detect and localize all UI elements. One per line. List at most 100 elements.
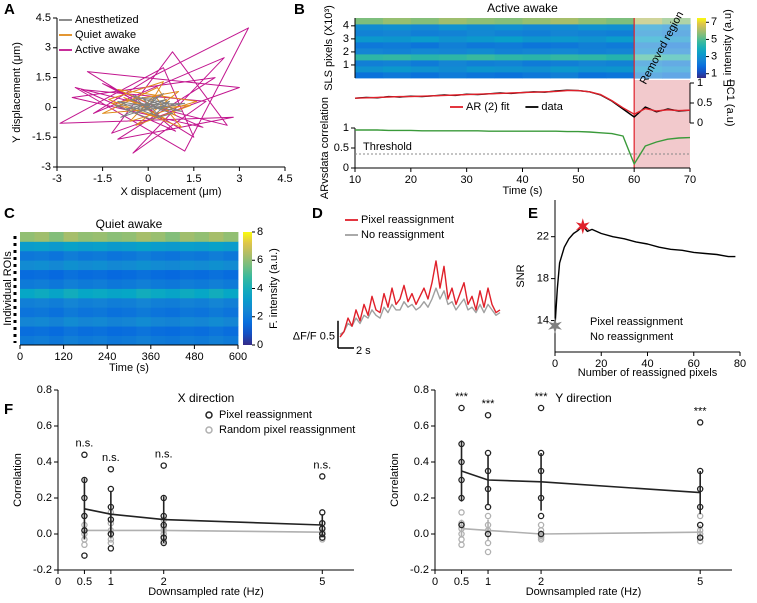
significance: *** xyxy=(482,398,496,410)
y-tick-label: 4.5 xyxy=(36,12,51,24)
heatmap-cell xyxy=(438,54,468,61)
heatmap-cell xyxy=(634,60,663,67)
heatmap-cell xyxy=(662,42,691,49)
heatmap-cell xyxy=(34,326,50,336)
heatmap-cell xyxy=(606,66,635,73)
heatmap-cell xyxy=(578,36,607,43)
heatmap-cell xyxy=(208,316,224,327)
heatmap-cell xyxy=(382,42,412,49)
heatmap-cell xyxy=(522,42,551,49)
heatmap-cell xyxy=(410,42,440,49)
heatmap-cell xyxy=(382,24,412,31)
heatmap-cell xyxy=(194,297,210,308)
heatmap-cell xyxy=(223,288,239,299)
heatmap-cell xyxy=(63,279,79,289)
heatmap-cell xyxy=(550,30,579,37)
heatmap-cell xyxy=(107,232,123,242)
heatmap-cell xyxy=(208,269,224,280)
x-tick-label: 40 xyxy=(641,358,653,370)
legend-label: Active awake xyxy=(75,44,140,56)
heatmap-cell xyxy=(150,250,166,261)
heatmap-cell xyxy=(165,335,181,346)
x-axis-label: Number of reassigned pixels xyxy=(578,367,718,379)
data-point xyxy=(81,541,88,549)
y-tick-label: 0.5 xyxy=(697,97,712,109)
heatmap-cell xyxy=(355,42,384,49)
heatmap-cell xyxy=(634,72,663,79)
heatmap-cell xyxy=(20,316,35,327)
heatmap-cell xyxy=(494,24,523,31)
data-line xyxy=(354,89,691,115)
heatmap-cell xyxy=(179,307,195,318)
heatmap-cell xyxy=(150,241,166,252)
x-tick-label: 600 xyxy=(229,351,247,363)
heatmap-cell xyxy=(49,269,64,280)
panel-label: A xyxy=(4,1,15,18)
y-axis-label: Correlation xyxy=(389,453,401,507)
y-tick-label: 1 xyxy=(343,122,349,134)
heatmap-cell xyxy=(223,260,239,271)
heatmap-cell xyxy=(20,297,35,308)
heatmap-cell xyxy=(522,30,551,37)
data-point xyxy=(458,404,465,412)
heatmap-cell xyxy=(355,60,384,67)
y-tick-label: 14 xyxy=(537,314,549,326)
colorbar-tick-label: 0 xyxy=(257,339,263,351)
heatmap-cell xyxy=(165,307,181,318)
colorbar-tick-label: 3 xyxy=(711,50,717,62)
x-tick-label: 2 xyxy=(538,576,544,588)
heatmap-cell xyxy=(34,260,50,271)
heatmap-cell xyxy=(522,54,551,61)
heatmap-cell xyxy=(578,66,607,73)
heatmap-cell xyxy=(49,250,64,261)
heatmap-cell xyxy=(63,260,79,271)
data-point xyxy=(458,509,465,516)
x-axis-label: Downsampled rate (Hz) xyxy=(526,586,642,598)
heatmap-cell xyxy=(136,297,152,308)
x-tick-label: -3 xyxy=(52,173,62,185)
heatmap-cell xyxy=(107,335,123,346)
heatmap-cell xyxy=(121,250,137,261)
heatmap-cell xyxy=(208,326,224,336)
x-tick-label: 60 xyxy=(628,174,640,186)
heatmap-cell xyxy=(223,297,239,308)
heatmap-cell xyxy=(78,326,94,336)
heatmap-cell xyxy=(49,335,64,346)
y-tick-label: 0.8 xyxy=(37,384,52,396)
mean-line xyxy=(84,529,323,533)
heatmap-cell xyxy=(194,316,210,327)
heatmap-cell xyxy=(49,232,64,242)
colorbar xyxy=(697,18,706,78)
heatmap-cell xyxy=(494,30,523,37)
heatmap-cell xyxy=(223,307,239,318)
heatmap-cell xyxy=(78,335,94,346)
colorbar-tick-label: 2 xyxy=(257,311,263,323)
heatmap-cell xyxy=(63,307,79,318)
heatmap-cell xyxy=(194,288,210,299)
heatmap-cell xyxy=(550,72,579,79)
y-tick-label: 0.2 xyxy=(414,492,429,504)
heatmap-cell xyxy=(634,66,663,73)
y-tick-label: 0 xyxy=(45,101,51,113)
heatmap-cell xyxy=(410,72,440,79)
data-point xyxy=(458,521,465,529)
heatmap-cell xyxy=(121,269,137,280)
y-tick-label: -1.5 xyxy=(32,131,51,143)
heatmap-cell xyxy=(136,307,152,318)
heatmap-cell xyxy=(165,279,181,289)
data-point xyxy=(107,539,115,547)
heatmap-cell xyxy=(355,18,384,25)
x-tick-label: 5 xyxy=(319,576,325,588)
colorbar-tick-label: 8 xyxy=(257,226,263,238)
mean-line xyxy=(84,508,323,526)
heatmap-cell xyxy=(208,307,224,318)
heatmap-cell xyxy=(662,48,691,55)
colorbar-label: F. intensity (a.u) xyxy=(722,9,734,87)
heatmap-cell xyxy=(78,269,94,280)
heatmap-cell xyxy=(121,335,137,346)
heatmap-cell xyxy=(194,232,210,242)
x-tick-label: 20 xyxy=(595,358,607,370)
x-tick-label: 10 xyxy=(349,174,361,186)
heatmap-cell xyxy=(179,297,195,308)
highlight-star xyxy=(575,218,590,235)
